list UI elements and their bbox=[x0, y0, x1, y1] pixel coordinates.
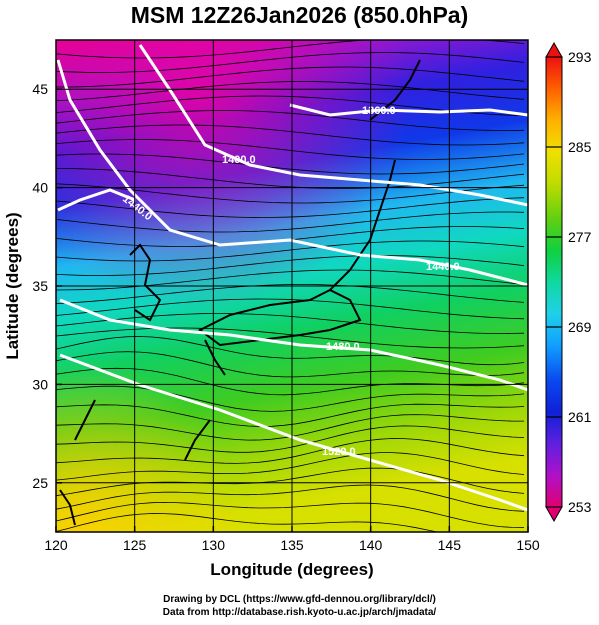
x-tick-label: 150 bbox=[516, 537, 540, 553]
x-tick-label: 130 bbox=[202, 537, 226, 553]
streamline bbox=[56, 484, 525, 512]
contour-label: 1360.0 bbox=[362, 105, 396, 117]
streamline bbox=[56, 197, 525, 218]
contour-label: 1520.0 bbox=[322, 446, 356, 458]
x-tick-label: 145 bbox=[438, 537, 462, 553]
contour-1440-west bbox=[56, 59, 528, 287]
colorbar-tick-label: 277 bbox=[568, 229, 592, 245]
y-tick-label: 35 bbox=[32, 278, 48, 294]
streamline bbox=[56, 298, 525, 320]
streamline bbox=[56, 452, 525, 481]
streamline bbox=[56, 336, 525, 366]
contour-label: 1480.0 bbox=[326, 341, 360, 353]
colorbar-tick-label: 293 bbox=[568, 49, 592, 65]
x-tick-label: 135 bbox=[280, 537, 304, 553]
streamline bbox=[56, 255, 525, 276]
credit-line-data: Data from http://database.rish.kyoto-u.a… bbox=[162, 607, 437, 618]
streamline bbox=[56, 40, 525, 59]
streamline bbox=[56, 81, 525, 102]
contour-1400-north bbox=[138, 44, 528, 207]
streamline bbox=[56, 385, 525, 412]
streamline bbox=[56, 66, 525, 88]
streamline bbox=[56, 240, 525, 262]
y-tick-label: 25 bbox=[32, 475, 48, 491]
x-tick-label: 120 bbox=[44, 537, 68, 553]
credits: Drawing by DCL (https://www.gfd-dennou.o… bbox=[0, 593, 599, 619]
streamline bbox=[56, 168, 525, 189]
colorbar: 293 285 277 269 261 253 bbox=[545, 41, 592, 523]
streamline bbox=[56, 403, 525, 427]
contour-1480 bbox=[59, 298, 528, 392]
y-axis-label: Latitude (degrees) bbox=[3, 212, 22, 359]
streamline bbox=[56, 438, 525, 464]
streamline bbox=[56, 139, 525, 160]
x-tick-label: 140 bbox=[359, 537, 383, 553]
streamline bbox=[56, 183, 525, 204]
contour-label: 1400.0 bbox=[222, 154, 256, 166]
y-tick-label: 40 bbox=[32, 180, 48, 196]
colorbar-body bbox=[545, 56, 563, 508]
streamline bbox=[56, 313, 525, 334]
credit-line-dcl: Drawing by DCL (https://www.gfd-dennou.o… bbox=[163, 594, 436, 605]
colorbar-top-arrow bbox=[545, 41, 563, 58]
x-tick-label: 125 bbox=[123, 537, 147, 553]
y-axis-ticks: 25 30 35 40 45 bbox=[32, 81, 62, 491]
streamline bbox=[56, 327, 525, 349]
contour-1360 bbox=[289, 103, 528, 117]
contour-1440-arc bbox=[57, 188, 136, 212]
x-axis-label: Longitude (degrees) bbox=[210, 560, 373, 579]
streamline bbox=[56, 52, 525, 73]
y-tick-label: 45 bbox=[32, 81, 48, 97]
y-tick-label: 30 bbox=[32, 376, 48, 392]
streamline bbox=[56, 467, 525, 497]
streamline bbox=[56, 110, 525, 131]
streamline bbox=[56, 153, 525, 175]
contour-label: 1440.0 bbox=[426, 261, 460, 273]
map-title: MSM 12Z26Jan2026 (850.0hPa) bbox=[130, 2, 469, 28]
streamline bbox=[56, 351, 525, 378]
colorbar-tick-label: 261 bbox=[568, 409, 592, 425]
streamline bbox=[56, 284, 525, 304]
x-axis-ticks: 120 125 130 135 140 145 150 bbox=[44, 526, 540, 553]
colorbar-bottom-arrow bbox=[545, 506, 563, 523]
contour-1520 bbox=[59, 353, 528, 512]
streamline bbox=[56, 513, 440, 532]
streamline bbox=[56, 501, 525, 528]
colorbar-tick-label: 253 bbox=[568, 499, 592, 515]
wind-streamlines bbox=[56, 40, 525, 532]
streamline bbox=[56, 425, 525, 453]
streamline bbox=[56, 269, 525, 291]
streamline bbox=[56, 124, 525, 146]
streamline bbox=[56, 211, 525, 233]
colorbar-tick-label: 269 bbox=[568, 319, 592, 335]
colorbar-tick-label: 285 bbox=[568, 139, 592, 155]
coastlines bbox=[59, 59, 421, 526]
lat-lon-grid bbox=[56, 40, 528, 532]
